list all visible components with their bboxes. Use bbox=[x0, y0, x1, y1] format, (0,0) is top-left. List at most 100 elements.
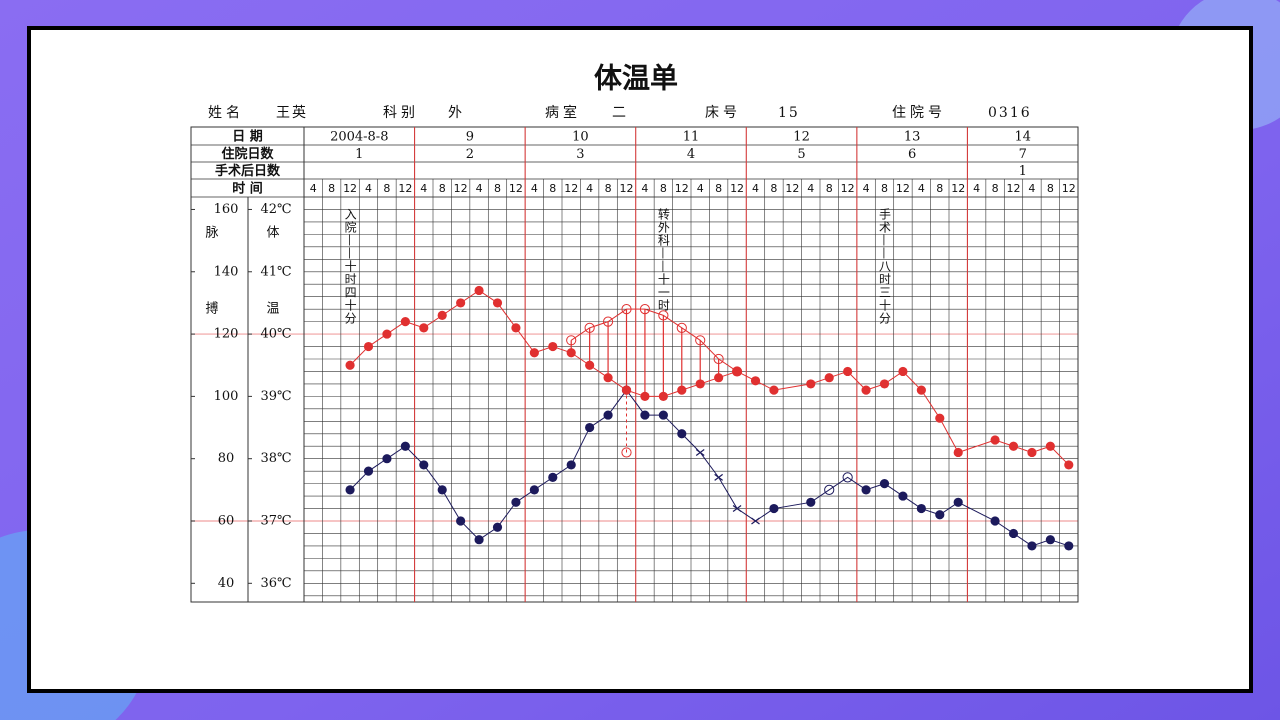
y-tick-label: 39℃ bbox=[260, 389, 291, 404]
marker bbox=[621, 304, 632, 315]
row-label: 日 期 bbox=[232, 130, 263, 145]
marker bbox=[566, 335, 577, 346]
y-tick-label: 37℃ bbox=[260, 514, 291, 529]
date: 12 bbox=[793, 130, 810, 145]
date: 13 bbox=[904, 130, 921, 145]
time-label: 12 bbox=[620, 182, 634, 195]
time-label: 4 bbox=[697, 182, 704, 195]
y-tick-label: 42℃ bbox=[260, 202, 291, 217]
field-value: 王英 bbox=[276, 104, 308, 121]
hospital-day: 3 bbox=[576, 147, 584, 162]
marker bbox=[695, 379, 705, 389]
time-label: 4 bbox=[918, 182, 925, 195]
time-label: 12 bbox=[896, 182, 910, 195]
annotation: 转外科——十一时 bbox=[656, 207, 670, 312]
marker bbox=[935, 413, 945, 423]
date: 2004-8-8 bbox=[330, 130, 388, 145]
marker bbox=[621, 447, 632, 458]
time-label: 4 bbox=[531, 182, 538, 195]
marker bbox=[861, 385, 871, 395]
time-label: 12 bbox=[675, 182, 689, 195]
marker bbox=[916, 385, 926, 395]
marker bbox=[603, 410, 613, 420]
time-label: 4 bbox=[807, 182, 814, 195]
marker bbox=[400, 317, 410, 327]
date: 11 bbox=[683, 130, 700, 145]
marker bbox=[824, 373, 834, 383]
y2-tick-label: 80 bbox=[218, 451, 235, 466]
hospital-day: 4 bbox=[687, 147, 695, 162]
marker bbox=[363, 466, 374, 476]
time-label: 8 bbox=[605, 182, 612, 195]
marker bbox=[640, 410, 650, 420]
y2-tick-label: 120 bbox=[214, 327, 239, 342]
y2-axis-label: 脉 bbox=[205, 226, 218, 241]
marker bbox=[437, 485, 447, 495]
marker bbox=[935, 510, 945, 520]
marker bbox=[474, 285, 484, 296]
time-label: 4 bbox=[863, 182, 870, 195]
marker bbox=[584, 322, 595, 333]
field-label: 病室 bbox=[545, 104, 581, 121]
marker bbox=[566, 348, 576, 358]
time-label: 12 bbox=[1062, 182, 1076, 195]
time-label: 8 bbox=[770, 182, 777, 195]
marks: 入院——十时四十分 转外科——十一时 手术——八时三十分 bbox=[343, 207, 1074, 551]
time-label: 8 bbox=[992, 182, 999, 195]
time-label: 4 bbox=[752, 182, 759, 195]
marker bbox=[713, 353, 724, 365]
time-label: 8 bbox=[383, 182, 390, 195]
row-label: 手术后日数 bbox=[215, 163, 281, 179]
marker bbox=[585, 360, 595, 370]
marker bbox=[492, 298, 503, 308]
y-tick-label: 40℃ bbox=[260, 327, 291, 342]
marker bbox=[990, 435, 1000, 445]
marker bbox=[548, 341, 558, 352]
marker bbox=[879, 479, 890, 489]
marker bbox=[658, 391, 668, 401]
marker bbox=[345, 485, 355, 495]
marker bbox=[806, 379, 816, 389]
frame bbox=[27, 26, 1253, 693]
marker bbox=[1045, 441, 1055, 451]
marker bbox=[382, 329, 392, 339]
y2-tick-label: 140 bbox=[214, 264, 239, 279]
field-value: 0316 bbox=[988, 105, 1032, 121]
marker bbox=[603, 373, 613, 383]
y-tick-label: 38℃ bbox=[260, 451, 291, 466]
time-label: 8 bbox=[328, 182, 335, 195]
marker bbox=[1008, 441, 1019, 451]
marker bbox=[676, 322, 687, 333]
time-label: 8 bbox=[549, 182, 556, 195]
time-label: 4 bbox=[973, 182, 980, 195]
marker bbox=[1064, 541, 1074, 551]
y2-tick-label: 60 bbox=[218, 514, 235, 529]
y-tick-label: 41℃ bbox=[260, 264, 291, 279]
time-label: 8 bbox=[660, 182, 667, 195]
time-label: 8 bbox=[439, 182, 446, 195]
marker bbox=[345, 360, 355, 370]
marker bbox=[695, 335, 706, 346]
marker bbox=[1027, 447, 1037, 458]
marker bbox=[511, 497, 521, 507]
time-label: 12 bbox=[785, 182, 799, 195]
marker bbox=[658, 310, 669, 321]
hospital-day: 6 bbox=[908, 147, 916, 162]
marker bbox=[639, 304, 651, 315]
marker bbox=[602, 316, 614, 327]
field-value: 二 bbox=[612, 105, 628, 121]
marker bbox=[769, 503, 779, 514]
marker bbox=[437, 310, 447, 320]
postop-day: 1 bbox=[1019, 164, 1027, 179]
marker bbox=[1045, 535, 1055, 545]
marker bbox=[529, 485, 539, 495]
marker bbox=[898, 366, 908, 377]
annotation: 入院——十时四十分 bbox=[343, 208, 357, 325]
y2-tick-label: 100 bbox=[214, 389, 239, 404]
time-label: 12 bbox=[454, 182, 468, 195]
marker bbox=[732, 505, 742, 513]
time-label: 12 bbox=[564, 182, 578, 195]
hospital-day: 5 bbox=[797, 147, 805, 162]
marker bbox=[419, 323, 429, 333]
marker bbox=[714, 473, 724, 481]
